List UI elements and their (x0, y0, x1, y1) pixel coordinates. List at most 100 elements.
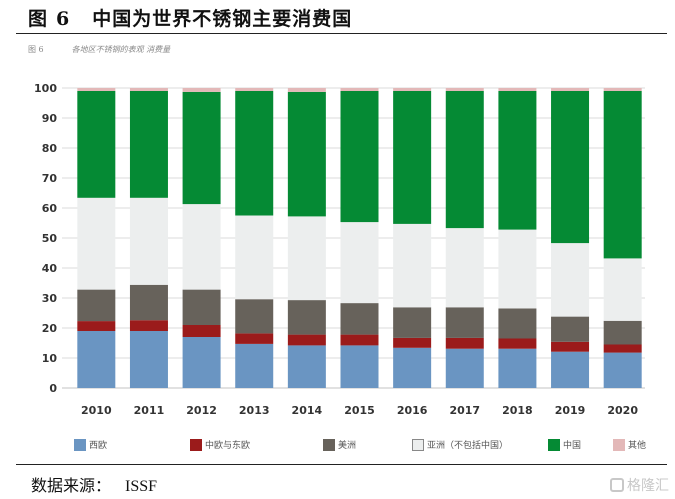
x-tick-label: 2012 (186, 404, 217, 417)
bar-segment-3-2016 (393, 223, 432, 308)
bar-segment-0-2017 (445, 348, 484, 388)
figure-title-text: 中国为世界不锈钢主要消费国 (92, 8, 353, 30)
y-tick-label: 40 (42, 262, 58, 275)
legend-item: 美洲 (323, 438, 356, 451)
x-tick-label: 2015 (344, 404, 375, 417)
legend-item: 亚洲（不包括中国） (412, 438, 508, 451)
bar-segment-4-2011 (129, 91, 168, 198)
bar-segment-5-2018 (498, 88, 537, 91)
y-tick-label: 80 (42, 142, 58, 155)
figure-number: 6 (56, 8, 71, 30)
bar-segment-5-2013 (235, 88, 274, 91)
legend-swatch (323, 438, 335, 451)
bar-segment-1-2010 (77, 321, 116, 331)
bar-segment-2-2015 (340, 303, 379, 335)
bar-segment-3-2017 (445, 228, 484, 308)
data-source: 数据来源： ISSF (31, 472, 157, 496)
x-tick-label: 2013 (239, 404, 270, 417)
bar-segment-1-2020 (603, 344, 642, 353)
x-axis-ticks: 2010 2011 2012 2013 2014 2015 2016 2017 2018 2019… (81, 404, 638, 417)
bar-segment-2-2016 (393, 307, 432, 338)
bar-segment-1-2015 (340, 334, 379, 346)
x-tick-label: 2019 (555, 404, 586, 417)
bar-segment-3-2019 (551, 243, 590, 317)
legend-label: 西欧 (89, 441, 108, 451)
source-value: ISSF (125, 478, 158, 495)
legend-swatch (74, 438, 86, 451)
y-tick-label: 10 (42, 352, 58, 365)
legend-swatch (190, 438, 202, 451)
y-axis-ticks: 0 10 20 30 40 50 60 70 80 90 100 (34, 82, 57, 395)
bar-segment-2-2014 (287, 300, 326, 335)
logo-icon (610, 478, 624, 492)
bar-segment-2-2020 (603, 320, 642, 345)
bar-segment-3-2018 (498, 229, 537, 309)
legend-swatch (548, 438, 560, 451)
bar-segment-5-2017 (445, 88, 484, 91)
legend-item: 西欧 (74, 438, 107, 451)
legend-swatch (412, 438, 424, 451)
bar-segment-4-2018 (498, 91, 537, 230)
y-tick-label: 90 (42, 112, 58, 125)
legend-label: 其他 (628, 441, 647, 451)
y-tick-label: 60 (42, 202, 58, 215)
bar-segment-3-2015 (340, 222, 379, 304)
bar-segment-5-2010 (77, 88, 116, 91)
x-tick-label: 2018 (502, 404, 533, 417)
logo-text: 格隆汇 (627, 478, 669, 494)
bars (77, 88, 642, 388)
bar-segment-5-2014 (287, 88, 326, 92)
bar-segment-1-2016 (393, 337, 432, 348)
x-tick-label: 2011 (134, 404, 165, 417)
legend-label: 美洲 (338, 441, 357, 451)
bar-segment-2-2018 (498, 308, 537, 339)
legend-label: 中国 (563, 441, 582, 451)
bar-segment-2-2017 (445, 307, 484, 338)
bar-segment-3-2013 (235, 215, 274, 300)
bar-segment-4-2014 (287, 91, 326, 217)
bar-segment-4-2015 (340, 91, 379, 223)
y-tick-label: 50 (42, 232, 58, 245)
bottom-rule (16, 464, 667, 465)
legend-item: 其他 (613, 438, 646, 451)
bar-segment-5-2016 (393, 88, 432, 91)
bar-segment-0-2020 (603, 352, 642, 388)
bar-segment-4-2012 (182, 91, 221, 205)
bar-segment-5-2015 (340, 88, 379, 91)
bar-segment-2-2013 (235, 299, 274, 334)
top-rule (16, 33, 667, 34)
y-tick-label: 20 (42, 322, 58, 335)
bar-segment-1-2014 (287, 334, 326, 346)
inner-figure-caption: 图 6 各地区不锈钢的表观 消费量 (28, 44, 170, 55)
bar-segment-0-2019 (551, 351, 590, 388)
y-tick-label: 0 (49, 382, 57, 395)
bar-segment-3-2012 (182, 204, 221, 290)
bar-segment-3-2011 (129, 197, 168, 285)
y-tick-label: 70 (42, 172, 58, 185)
bar-segment-5-2011 (129, 88, 168, 91)
figure-title: 图 6 中国为世界不锈钢主要消费国 (28, 4, 352, 31)
bar-segment-1-2017 (445, 337, 484, 349)
inner-figure-label: 图 6 (28, 45, 44, 54)
bar-segment-4-2017 (445, 91, 484, 229)
bar-segment-1-2019 (551, 341, 590, 352)
bar-segment-4-2010 (77, 91, 116, 198)
legend-label: 中欧与东欧 (205, 441, 251, 451)
legend-swatch (613, 438, 625, 451)
bar-segment-0-2014 (287, 345, 326, 388)
legend-label: 亚洲（不包括中国） (427, 441, 509, 451)
bar-segment-1-2012 (182, 325, 221, 337)
inner-caption-text: 各地区不锈钢的表观 消费量 (71, 45, 171, 54)
bar-segment-0-2013 (235, 343, 274, 388)
bar-segment-4-2016 (393, 91, 432, 224)
bar-segment-5-2012 (182, 88, 221, 92)
bar-segment-5-2020 (603, 88, 642, 91)
bar-segment-0-2016 (393, 347, 432, 388)
bar-segment-5-2019 (551, 88, 590, 91)
x-tick-label: 2017 (449, 404, 480, 417)
bar-segment-1-2011 (129, 320, 168, 331)
bar-segment-0-2011 (129, 331, 168, 388)
bar-segment-2-2010 (77, 289, 116, 322)
watermark-logo: 格隆汇 (610, 475, 669, 495)
